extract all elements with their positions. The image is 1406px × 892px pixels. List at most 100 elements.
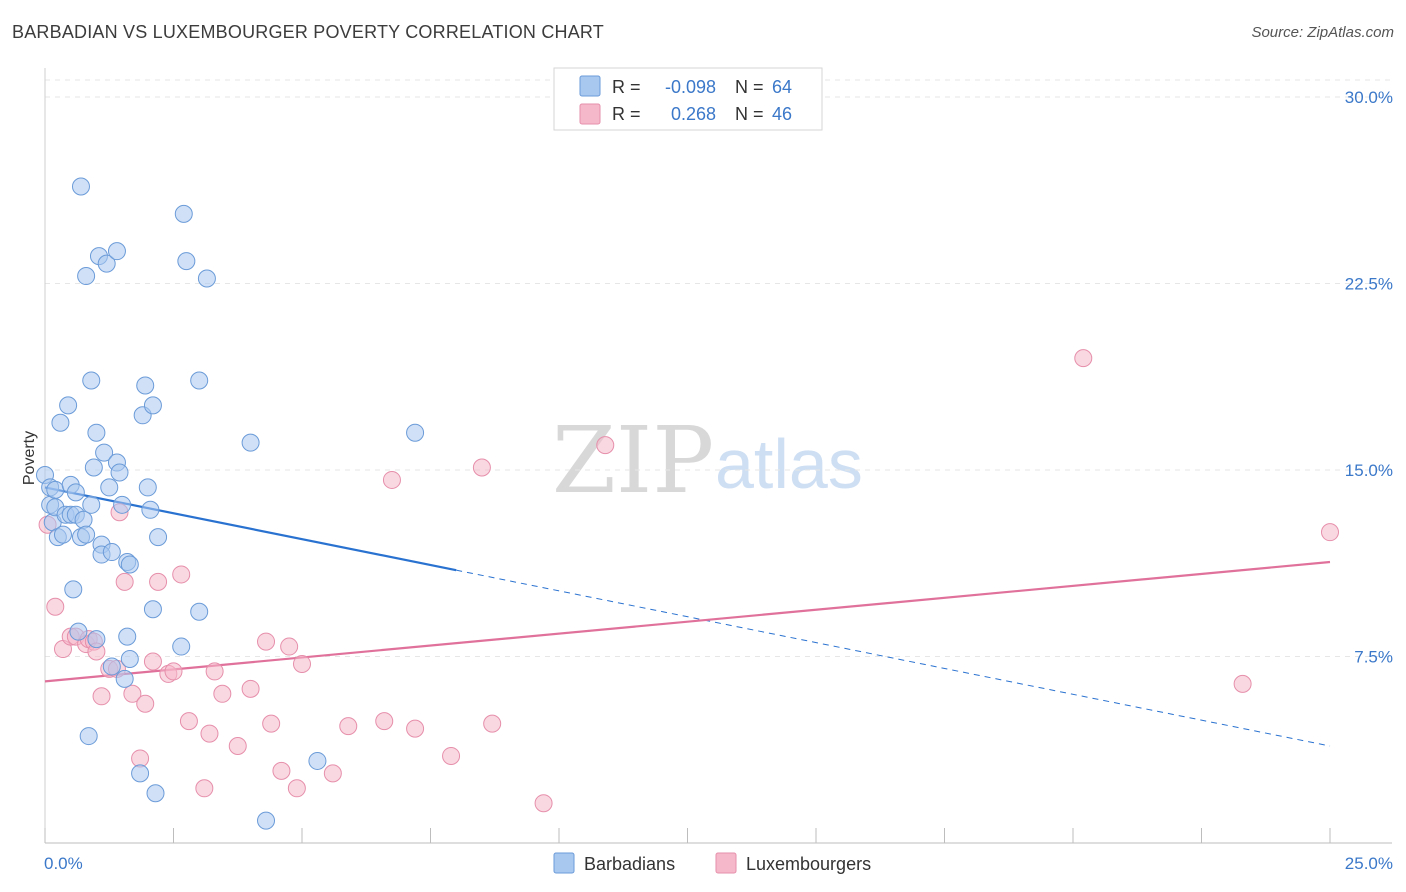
data-point [136,376,155,395]
data-point [77,267,96,286]
data-point [77,525,96,544]
data-point [190,371,209,390]
data-point [64,580,83,599]
legend-n-value-pink: 46 [772,104,792,124]
data-point [287,779,306,798]
data-point [257,632,276,651]
data-point [115,669,134,688]
data-point [113,495,132,514]
data-point [120,555,139,574]
legend-swatch-pink [579,103,601,125]
source-credit: Source: ZipAtlas.com [1251,24,1394,41]
barbadians-points [36,177,425,830]
data-point [146,784,165,803]
data-point [115,572,134,591]
data-point [87,630,106,649]
luxembourgers-trend-line [44,560,1331,683]
data-point [131,764,150,783]
series-legend-swatch-luxembourgers [715,852,737,874]
data-point [483,714,502,733]
data-point [406,423,425,442]
legend-r-value-pink: 0.268 [671,104,716,124]
data-point [143,652,162,671]
watermark: ZIP atlas [552,407,863,514]
data-point [149,528,168,547]
watermark-zip: ZIP [552,407,714,514]
legend-n-label-blue: N = [735,77,764,97]
legend-n-value-blue: 64 [772,77,792,97]
barbadians-trend-extension [456,569,1331,747]
data-point [293,654,311,673]
data-point [164,662,183,681]
data-point [534,794,553,813]
data-point [262,714,281,733]
data-point [213,684,232,703]
legend-r-label-blue: R = [612,77,641,97]
data-point [1321,523,1339,542]
data-point [241,679,260,698]
y-tick-label: 22.5% [1345,275,1393,294]
y-tick-label: 30.0% [1345,88,1393,107]
data-point [174,204,193,223]
data-point [323,764,342,783]
data-point [120,649,139,668]
data-point [149,572,168,591]
data-point [382,470,401,489]
data-point [138,478,157,497]
series-legend-swatch-barbadians [553,852,575,874]
data-point [100,478,119,497]
data-point [92,687,111,706]
gridlines [45,79,1392,657]
data-point [59,396,78,415]
data-point [272,761,291,780]
series-legend-label-luxembourgers: Luxembourgers [746,854,871,874]
data-point [53,525,72,544]
data-point [228,737,247,756]
data-point [375,712,394,731]
data-point [123,684,142,703]
data-point [280,637,299,656]
data-point [190,602,209,621]
data-point [241,433,260,452]
data-point [71,177,90,196]
legend-swatch-blue [579,75,601,97]
data-point [87,423,106,442]
data-point [66,483,85,502]
data-point [141,500,160,519]
data-point [177,252,196,271]
data-point [107,242,126,261]
series-legend-label-barbadians: Barbadians [584,854,675,874]
series-legend: Barbadians Luxembourgers [553,852,871,874]
data-point [69,622,88,641]
data-point [97,254,116,273]
legend-r-value-blue: -0.098 [665,77,716,97]
x-tick-label-min: 0.0% [44,854,83,873]
y-tick-label: 7.5% [1354,648,1393,667]
axes [44,68,1392,844]
data-point [172,565,191,584]
data-point [1074,349,1093,368]
data-point [442,746,461,765]
x-tick-label-max: 25.0% [1345,854,1393,873]
data-point [143,396,162,415]
data-point [172,637,191,656]
legend-r-label-pink: R = [612,104,641,124]
data-point [197,269,216,288]
y-axis-title: Poverty [21,431,38,485]
data-point [102,657,121,676]
legend-n-label-pink: N = [735,104,764,124]
data-point [110,463,129,482]
barbadians-trend-line [44,486,457,572]
data-point [143,600,162,619]
data-point [46,480,65,499]
chart-title: BARBADIAN VS LUXEMBOURGER POVERTY CORREL… [12,22,604,42]
data-point [84,458,103,477]
data-point [74,510,93,529]
data-point [257,811,276,830]
y-tick-labels: 7.5% 15.0% 22.5% 30.0% [1345,88,1393,667]
data-point [79,727,98,746]
luxembourgers-points [38,349,1339,813]
data-point [95,443,114,462]
trend-lines [44,486,1331,747]
